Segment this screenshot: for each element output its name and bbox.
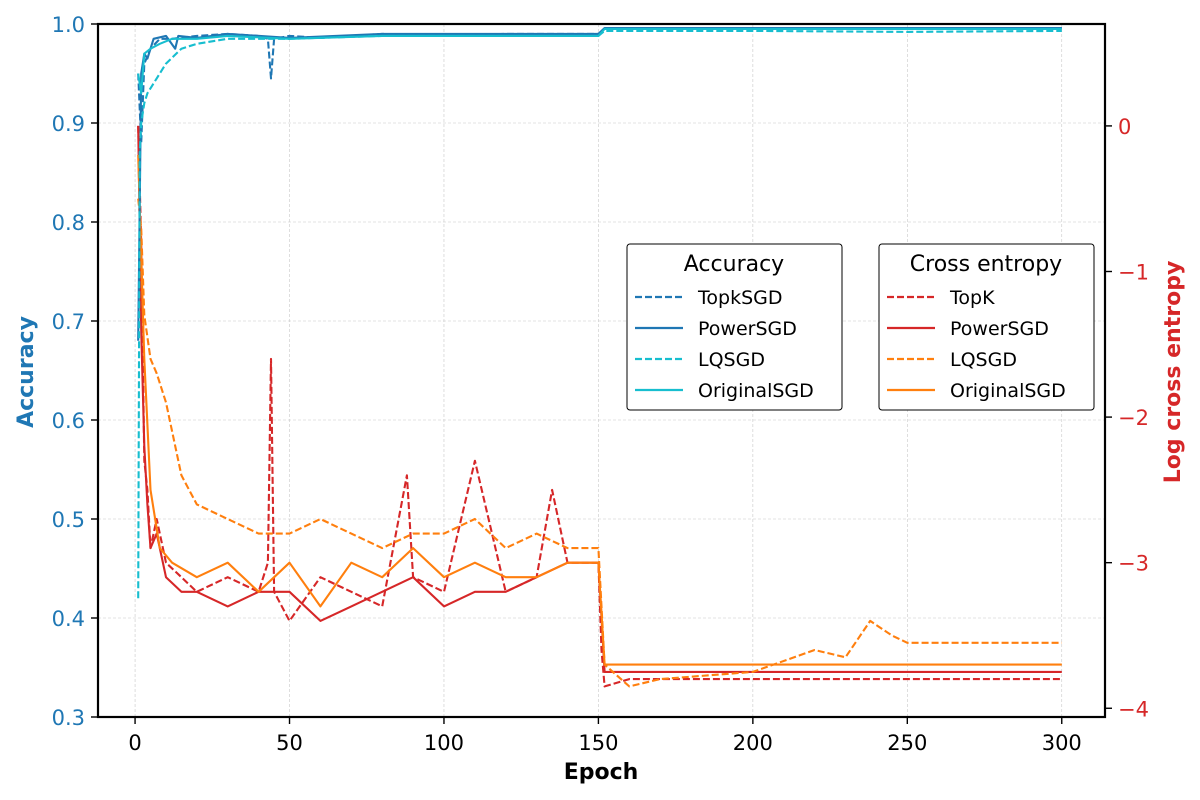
plot-frame (96, 22, 1107, 719)
accuracy-line-lqsgd (137, 29, 1062, 599)
legend-accuracy-title: Accuracy (684, 252, 784, 277)
x-tick-label-1: 50 (276, 731, 303, 755)
right-y-axis-title: Log cross entropy (1161, 261, 1186, 484)
legend-loss-title: Cross entropy (910, 252, 1062, 277)
left-y-tick-label-4: 0.7 (52, 310, 85, 334)
axes-layer: 0 50 100 150 200 250 300 0.3 0.4 0.5 0.6 0.7 0.8 0.9 1… (52, 13, 1149, 755)
left-y-tick-label-7: 1.0 (52, 13, 85, 37)
legend-loss-label-0: TopK (949, 287, 995, 309)
loss-line-originalsgd (137, 154, 1062, 666)
legend-accuracy-frame (626, 243, 843, 411)
x-tick-label-0: 0 (128, 731, 141, 755)
right-y-tick-label-0: 0 (1118, 115, 1131, 139)
x-tick-label-3: 150 (578, 731, 618, 755)
legend-accuracy-label-3: OriginalSGD (698, 380, 814, 402)
series-layer (137, 26, 1062, 688)
legend-accuracy-label-2: LQSGD (698, 349, 765, 371)
left-y-tick-label-3: 0.6 (52, 409, 85, 433)
legend-accuracy: Accuracy TopkSGD PowerSGD LQSGD Original… (626, 243, 843, 411)
x-tick-label-2: 100 (424, 731, 464, 755)
left-y-tick-label-6: 0.9 (52, 112, 85, 136)
x-axis-title: Epoch (564, 760, 639, 785)
x-tick-label-4: 200 (733, 731, 773, 755)
right-y-tick-label-3: −3 (1118, 552, 1149, 576)
legend-accuracy-label-1: PowerSGD (698, 318, 797, 340)
left-y-tick-label-5: 0.8 (52, 211, 85, 235)
legend-loss-label-1: PowerSGD (950, 318, 1049, 340)
loss-line-topk (137, 125, 1062, 688)
x-tick-label-5: 250 (887, 731, 927, 755)
left-y-tick-label-1: 0.4 (52, 607, 85, 631)
accuracy-line-originalsgd (137, 27, 1062, 95)
legend-loss-frame (878, 243, 1095, 411)
legend-loss-label-2: LQSGD (950, 349, 1017, 371)
right-y-tick-label-4: −4 (1118, 697, 1149, 721)
accuracy-line-topksgd (137, 26, 1062, 144)
x-tick-label-6: 300 (1042, 731, 1082, 755)
legend-accuracy-label-0: TopkSGD (697, 287, 782, 309)
left-y-tick-label-2: 0.5 (52, 508, 85, 532)
legend-loss-label-3: OriginalSGD (950, 380, 1066, 402)
legend-loss: Cross entropy TopK PowerSGD LQSGD Origin… (878, 243, 1095, 411)
right-y-tick-label-1: −1 (1118, 261, 1149, 285)
left-y-tick-label-0: 0.3 (52, 706, 85, 730)
right-y-tick-label-2: −2 (1118, 406, 1149, 430)
loss-line-lqsgd (137, 198, 1062, 688)
left-y-axis-title: Accuracy (14, 316, 39, 428)
